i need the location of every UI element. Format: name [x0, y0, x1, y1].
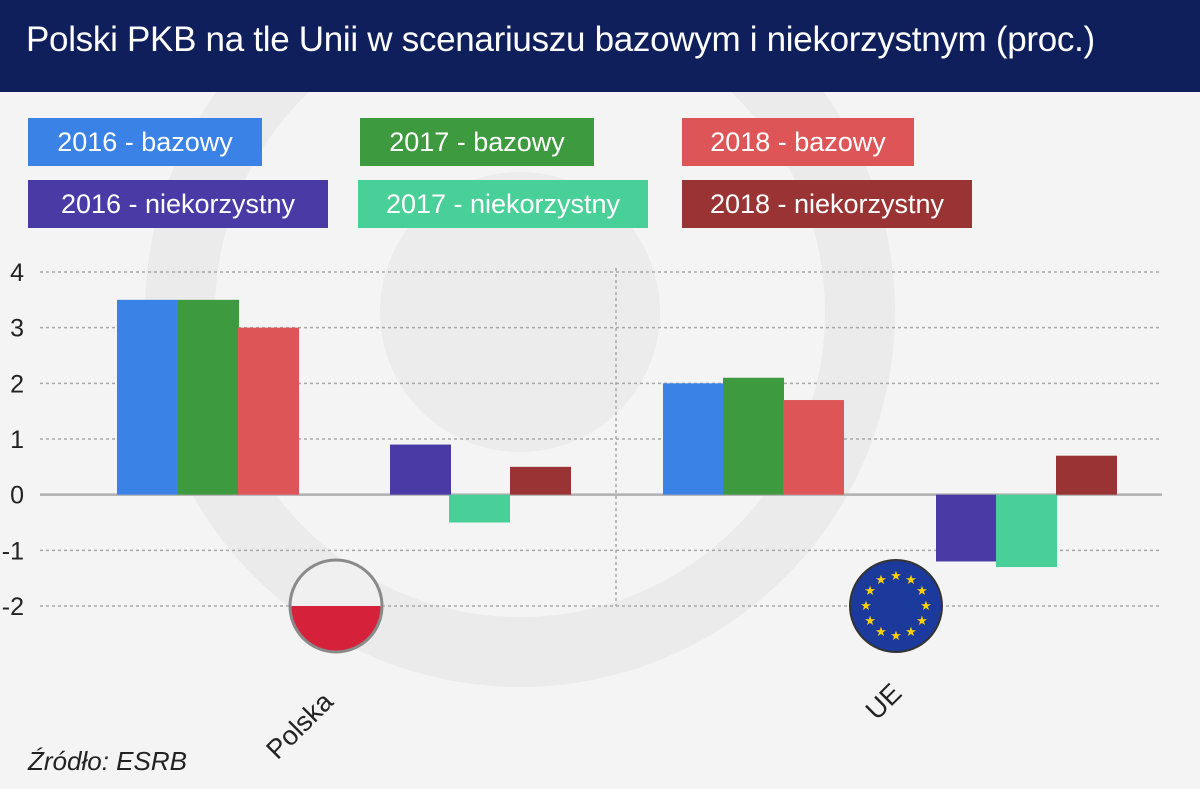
eu-star: ★ [875, 573, 887, 588]
chart-title: Polski PKB na tle Unii w scenariuszu baz… [26, 20, 1095, 59]
bars [117, 299, 1117, 568]
legend-2018-bazowy: 2018 - bazowy [682, 118, 914, 166]
bar-2018-niekorzystny-ue [1056, 455, 1117, 495]
bar-2017-bazowy-ue [723, 377, 784, 495]
y-tick-label: 0 [10, 482, 24, 510]
eu-star: ★ [890, 569, 902, 584]
eu-star: ★ [875, 625, 887, 640]
eu-star: ★ [916, 614, 928, 629]
source-note: Źródło: ESRB [28, 746, 187, 776]
legend-2017-bazowy: 2017 - bazowy [360, 118, 594, 166]
y-tick-label: 3 [10, 315, 24, 343]
category-label-ue: UE [860, 678, 908, 726]
bar-2017-niekorzystny-polska [449, 494, 510, 523]
header-bar: Polski PKB na tle Unii w scenariuszu baz… [0, 0, 1200, 92]
y-tick-label: -1 [2, 537, 24, 565]
bar-2016-bazowy-polska [117, 299, 178, 495]
flag-eu-icon: ★ ★★★★★★★★★★★ [849, 559, 943, 653]
eu-stars: ★ ★★★★★★★★★★★ [860, 569, 932, 644]
bar-2018-bazowy-ue [783, 400, 844, 495]
category-label-polska: Polska [260, 686, 339, 765]
eu-star: ★ [864, 614, 876, 629]
eu-star: ★ [920, 599, 932, 614]
legend-2018-niekorzystny: 2018 - niekorzystny [682, 180, 972, 228]
legend-2017-niekorzystny: 2017 - niekorzystny [358, 180, 648, 228]
eu-star: ★ [916, 584, 928, 599]
bar-2017-niekorzystny-ue [996, 494, 1057, 568]
y-axis-ticks: 4 3 2 1 0 -1 -2 [2, 259, 24, 621]
bar-2018-bazowy-polska [238, 327, 299, 495]
eu-star: ★ [890, 629, 902, 644]
eu-star: ★ [905, 625, 917, 640]
bar-2017-bazowy-polska [178, 299, 239, 495]
eu-star: ★ [860, 599, 872, 614]
category-labels: Polska UE [260, 678, 907, 765]
bar-2018-niekorzystny-polska [510, 466, 571, 495]
eu-star: ★ [905, 573, 917, 588]
y-tick-label: 4 [10, 259, 24, 287]
y-tick-label: 1 [10, 426, 24, 454]
bar-2016-niekorzystny-polska [390, 444, 451, 495]
y-tick-label: 2 [10, 370, 24, 398]
y-tick-label: -2 [2, 593, 24, 621]
bar-2016-niekorzystny-ue [936, 494, 997, 562]
legend-2016-bazowy: 2016 - bazowy [28, 118, 262, 166]
legend-2016-niekorzystny: 2016 - niekorzystny [28, 180, 328, 228]
eu-star: ★ [864, 584, 876, 599]
bar-2016-bazowy-ue [663, 383, 724, 495]
